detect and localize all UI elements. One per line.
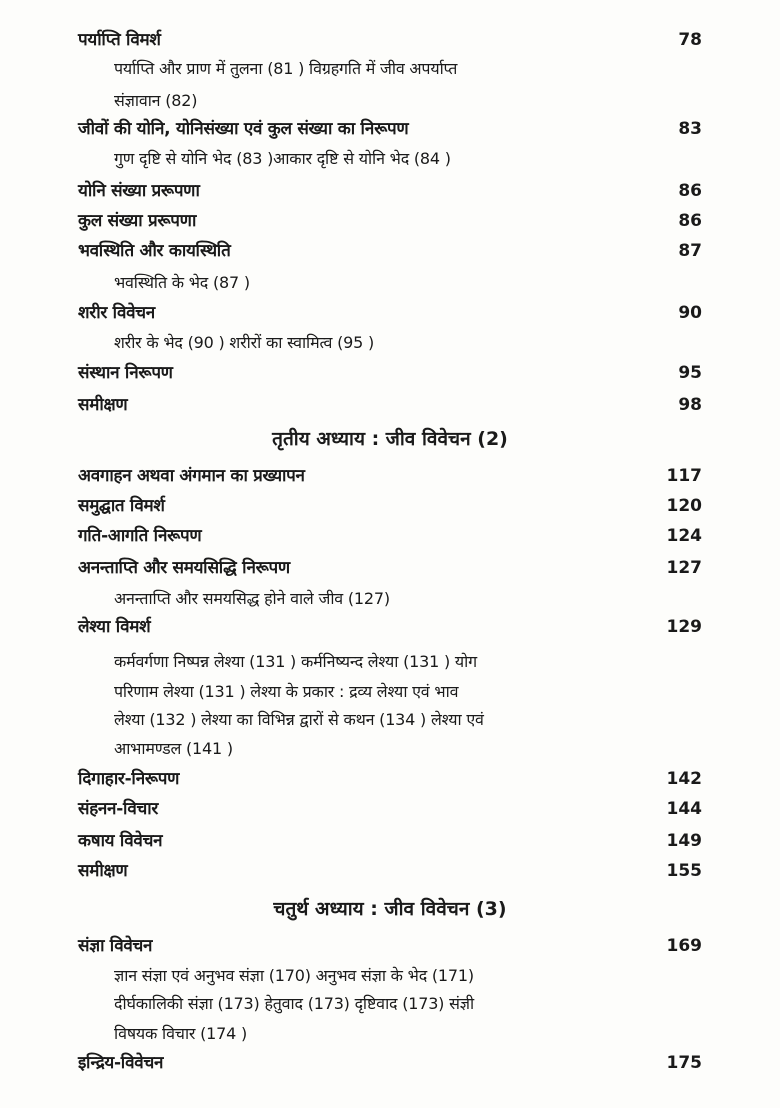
- chapter-heading: चतुर्थ अध्याय : जीव विवेचन (3): [0, 894, 780, 924]
- subentry-line: विषयक विचार (174 ): [0, 1019, 780, 1049]
- subentry-text: पर्याप्ति और प्राण में तुलना (81 ) विग्र…: [114, 59, 458, 78]
- toc-entry: अवगाहन अथवा अंगमान का प्रख्यापन 117: [0, 461, 780, 491]
- subentry-line: परिणाम लेश्या (131 ) लेश्या के प्रकार : …: [0, 677, 780, 707]
- toc-entry: समुद्घात विमर्श 120: [0, 491, 780, 521]
- page-number: 149: [666, 831, 703, 851]
- subentry-text: अनन्ताप्ति और समयसिद्ध होने वाले जीव (12…: [114, 589, 390, 608]
- entry-title: समुद्घात विमर्श: [78, 496, 165, 516]
- page-number: 83: [678, 119, 702, 139]
- toc-entry: कषाय विवेचन 149: [0, 826, 780, 856]
- chapter-title: चतुर्थ अध्याय : जीव विवेचन (3): [273, 898, 507, 920]
- page-number: 86: [678, 181, 702, 201]
- chapter-title: तृतीय अध्याय : जीव विवेचन (2): [272, 428, 508, 450]
- subentry-text: लेश्या (132 ) लेश्या का विभिन्न द्वारों …: [114, 710, 484, 729]
- page-number: 120: [666, 496, 703, 516]
- entry-title: गति-आगति निरूपण: [78, 526, 202, 546]
- subentry-text: कर्मवर्गणा निष्पन्न लेश्या (131 ) कर्मनि…: [114, 652, 477, 671]
- subentry-line: ज्ञान संज्ञा एवं अनुभव संज्ञा (170) अनुभ…: [0, 961, 780, 991]
- entry-title: संज्ञा विवेचन: [78, 936, 153, 956]
- toc-entry: लेश्या विमर्श 129: [0, 612, 780, 642]
- page-number: 90: [678, 303, 702, 323]
- entry-title: इन्द्रिय-विवेचन: [78, 1053, 164, 1073]
- page-number: 155: [666, 861, 703, 881]
- subentry-text: विषयक विचार (174 ): [114, 1024, 248, 1043]
- entry-title: योनि संख्या प्ररूपणा: [78, 181, 200, 201]
- subentry-text: भवस्थिति के भेद (87 ): [114, 273, 250, 292]
- page-number: 117: [666, 466, 703, 486]
- subentry-line: दीर्घकालिकी संज्ञा (173) हेतुवाद (173) द…: [0, 989, 780, 1019]
- page-number: 86: [678, 211, 702, 231]
- entry-title: लेश्या विमर्श: [78, 617, 151, 637]
- toc-entry: योनि संख्या प्ररूपणा 86: [0, 176, 780, 206]
- subentry-text: आभामण्डल (141 ): [114, 739, 233, 758]
- toc-entry: संज्ञा विवेचन 169: [0, 931, 780, 961]
- page-number: 127: [666, 558, 703, 578]
- subentry-line: पर्याप्ति और प्राण में तुलना (81 ) विग्र…: [0, 54, 780, 84]
- entry-title: भवस्थिति और कायस्थिति: [78, 241, 231, 261]
- subentry-text: गुण दृष्टि से योनि भेद (83 )आकार दृष्टि …: [114, 149, 451, 168]
- toc-entry: शरीर विवेचन 90: [0, 298, 780, 328]
- page-number: 175: [666, 1053, 703, 1073]
- toc-entry: समीक्षण 155: [0, 856, 780, 886]
- entry-title: संस्थान निरूपण: [78, 363, 173, 383]
- entry-title: समीक्षण: [78, 395, 128, 415]
- page-number: 78: [678, 30, 702, 50]
- chapter-heading: तृतीय अध्याय : जीव विवेचन (2): [0, 424, 780, 454]
- subentry-text: संज्ञावान (82): [114, 91, 198, 110]
- page-number: 98: [678, 395, 702, 415]
- page-number: 95: [678, 363, 702, 383]
- subentry-text: दीर्घकालिकी संज्ञा (173) हेतुवाद (173) द…: [114, 994, 474, 1013]
- entry-title: पर्याप्ति विमर्श: [78, 30, 161, 50]
- subentry-line: शरीर के भेद (90 ) शरीरों का स्वामित्व (9…: [0, 328, 780, 358]
- toc-entry: संस्थान निरूपण 95: [0, 358, 780, 388]
- page-number: 142: [666, 769, 703, 789]
- toc-entry: गति-आगति निरूपण 124: [0, 521, 780, 551]
- entry-title: दिगाहार-निरूपण: [78, 769, 180, 789]
- page-number: 169: [666, 936, 703, 956]
- entry-title: समीक्षण: [78, 861, 128, 881]
- toc-entry: समीक्षण 98: [0, 390, 780, 420]
- toc-entry: दिगाहार-निरूपण 142: [0, 764, 780, 794]
- toc-entry: भवस्थिति और कायस्थिति 87: [0, 236, 780, 266]
- toc-entry: पर्याप्ति विमर्श 78: [0, 25, 780, 55]
- page-number: 124: [666, 526, 703, 546]
- entry-title: कषाय विवेचन: [78, 831, 163, 851]
- subentry-line: आभामण्डल (141 ): [0, 734, 780, 764]
- entry-title: जीवों की योनि, योनिसंख्या एवं कुल संख्या…: [78, 119, 409, 139]
- page-number: 129: [666, 617, 703, 637]
- entry-title: अवगाहन अथवा अंगमान का प्रख्यापन: [78, 466, 305, 486]
- subentry-line: अनन्ताप्ति और समयसिद्ध होने वाले जीव (12…: [0, 584, 780, 614]
- subentry-line: भवस्थिति के भेद (87 ): [0, 268, 780, 298]
- subentry-line: कर्मवर्गणा निष्पन्न लेश्या (131 ) कर्मनि…: [0, 647, 780, 677]
- toc-entry: इन्द्रिय-विवेचन 175: [0, 1048, 780, 1078]
- subentry-text: ज्ञान संज्ञा एवं अनुभव संज्ञा (170) अनुभ…: [114, 966, 474, 985]
- page-number: 144: [666, 799, 703, 819]
- subentry-text: शरीर के भेद (90 ) शरीरों का स्वामित्व (9…: [114, 333, 375, 352]
- toc-entry: संहनन-विचार 144: [0, 794, 780, 824]
- subentry-line: संज्ञावान (82): [0, 86, 780, 116]
- toc-entry: जीवों की योनि, योनिसंख्या एवं कुल संख्या…: [0, 114, 780, 144]
- subentry-line: लेश्या (132 ) लेश्या का विभिन्न द्वारों …: [0, 705, 780, 735]
- page-number: 87: [678, 241, 702, 261]
- entry-title: अनन्ताप्ति और समयसिद्धि निरूपण: [78, 558, 290, 578]
- toc-entry: अनन्ताप्ति और समयसिद्धि निरूपण 127: [0, 553, 780, 583]
- entry-title: संहनन-विचार: [78, 799, 159, 819]
- subentry-line: गुण दृष्टि से योनि भेद (83 )आकार दृष्टि …: [0, 144, 780, 174]
- subentry-text: परिणाम लेश्या (131 ) लेश्या के प्रकार : …: [114, 682, 459, 701]
- entry-title: कुल संख्या प्ररूपणा: [78, 211, 197, 231]
- toc-entry: कुल संख्या प्ररूपणा 86: [0, 206, 780, 236]
- entry-title: शरीर विवेचन: [78, 303, 155, 323]
